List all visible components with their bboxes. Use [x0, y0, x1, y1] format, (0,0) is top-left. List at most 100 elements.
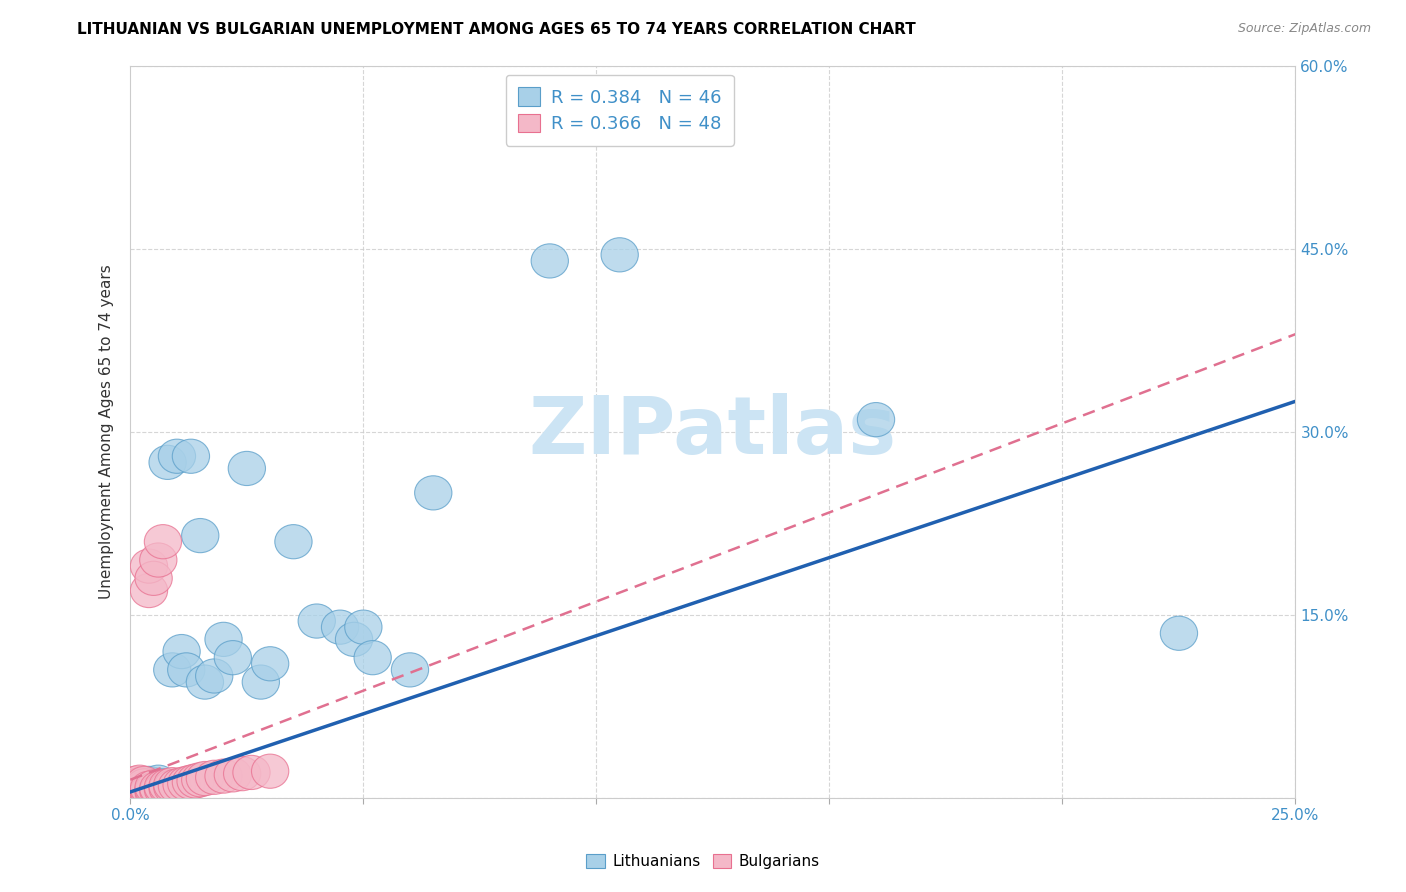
Ellipse shape — [159, 439, 195, 474]
Ellipse shape — [274, 524, 312, 558]
Ellipse shape — [322, 610, 359, 644]
Ellipse shape — [186, 762, 224, 796]
Ellipse shape — [135, 775, 173, 809]
Ellipse shape — [139, 773, 177, 808]
Ellipse shape — [252, 647, 288, 681]
Ellipse shape — [135, 772, 173, 806]
Ellipse shape — [145, 772, 181, 806]
Ellipse shape — [344, 610, 382, 644]
Ellipse shape — [153, 767, 191, 802]
Ellipse shape — [149, 769, 186, 803]
Ellipse shape — [131, 776, 167, 810]
Y-axis label: Unemployment Among Ages 65 to 74 years: Unemployment Among Ages 65 to 74 years — [100, 264, 114, 599]
Ellipse shape — [233, 756, 270, 789]
Ellipse shape — [117, 772, 153, 805]
Ellipse shape — [149, 772, 186, 805]
Ellipse shape — [117, 773, 153, 808]
Ellipse shape — [131, 770, 167, 805]
Ellipse shape — [163, 767, 200, 802]
Ellipse shape — [214, 640, 252, 674]
Ellipse shape — [121, 767, 159, 802]
Ellipse shape — [125, 772, 163, 805]
Ellipse shape — [163, 634, 200, 669]
Ellipse shape — [125, 767, 163, 802]
Ellipse shape — [354, 640, 391, 674]
Ellipse shape — [139, 772, 177, 805]
Ellipse shape — [145, 769, 181, 803]
Ellipse shape — [195, 760, 233, 795]
Ellipse shape — [205, 623, 242, 657]
Ellipse shape — [149, 772, 186, 805]
Ellipse shape — [121, 772, 159, 806]
Ellipse shape — [177, 764, 214, 798]
Text: Source: ZipAtlas.com: Source: ZipAtlas.com — [1237, 22, 1371, 36]
Ellipse shape — [117, 766, 153, 800]
Ellipse shape — [600, 238, 638, 272]
Ellipse shape — [205, 759, 242, 793]
Ellipse shape — [135, 775, 173, 809]
Ellipse shape — [415, 475, 451, 510]
Ellipse shape — [531, 244, 568, 278]
Legend: Lithuanians, Bulgarians: Lithuanians, Bulgarians — [581, 848, 825, 875]
Ellipse shape — [121, 775, 159, 809]
Ellipse shape — [181, 763, 219, 797]
Ellipse shape — [135, 772, 173, 805]
Ellipse shape — [195, 659, 233, 693]
Legend: R = 0.384   N = 46, R = 0.366   N = 48: R = 0.384 N = 46, R = 0.366 N = 48 — [506, 75, 734, 145]
Ellipse shape — [125, 772, 163, 805]
Ellipse shape — [125, 773, 163, 808]
Ellipse shape — [391, 653, 429, 687]
Ellipse shape — [173, 765, 209, 799]
Ellipse shape — [139, 773, 177, 808]
Ellipse shape — [139, 765, 177, 799]
Ellipse shape — [121, 772, 159, 806]
Ellipse shape — [131, 773, 167, 808]
Ellipse shape — [214, 758, 252, 792]
Text: LITHUANIAN VS BULGARIAN UNEMPLOYMENT AMONG AGES 65 TO 74 YEARS CORRELATION CHART: LITHUANIAN VS BULGARIAN UNEMPLOYMENT AMO… — [77, 22, 917, 37]
Ellipse shape — [131, 773, 167, 808]
Text: ZIPatlas: ZIPatlas — [529, 392, 897, 471]
Ellipse shape — [121, 765, 159, 799]
Ellipse shape — [153, 770, 191, 805]
Ellipse shape — [228, 451, 266, 485]
Ellipse shape — [153, 653, 191, 687]
Ellipse shape — [145, 524, 181, 558]
Ellipse shape — [125, 766, 163, 800]
Ellipse shape — [125, 775, 163, 809]
Ellipse shape — [336, 623, 373, 657]
Ellipse shape — [298, 604, 336, 638]
Ellipse shape — [125, 769, 163, 803]
Ellipse shape — [858, 402, 894, 437]
Ellipse shape — [139, 770, 177, 805]
Ellipse shape — [181, 518, 219, 553]
Ellipse shape — [135, 770, 173, 805]
Ellipse shape — [159, 769, 195, 803]
Ellipse shape — [131, 574, 167, 607]
Ellipse shape — [224, 756, 262, 790]
Ellipse shape — [252, 754, 288, 789]
Ellipse shape — [131, 766, 167, 800]
Ellipse shape — [135, 561, 173, 596]
Ellipse shape — [117, 776, 153, 810]
Ellipse shape — [145, 772, 181, 806]
Ellipse shape — [242, 665, 280, 699]
Ellipse shape — [149, 445, 186, 479]
Ellipse shape — [121, 770, 159, 805]
Ellipse shape — [121, 776, 159, 810]
Ellipse shape — [135, 767, 173, 802]
Ellipse shape — [131, 772, 167, 805]
Ellipse shape — [173, 439, 209, 474]
Ellipse shape — [167, 653, 205, 687]
Ellipse shape — [121, 777, 159, 812]
Ellipse shape — [117, 769, 153, 803]
Ellipse shape — [117, 772, 153, 805]
Ellipse shape — [186, 665, 224, 699]
Ellipse shape — [139, 543, 177, 577]
Ellipse shape — [145, 770, 181, 805]
Ellipse shape — [167, 766, 205, 800]
Ellipse shape — [121, 769, 159, 803]
Ellipse shape — [1160, 616, 1198, 650]
Ellipse shape — [131, 549, 167, 583]
Ellipse shape — [125, 776, 163, 810]
Ellipse shape — [117, 775, 153, 809]
